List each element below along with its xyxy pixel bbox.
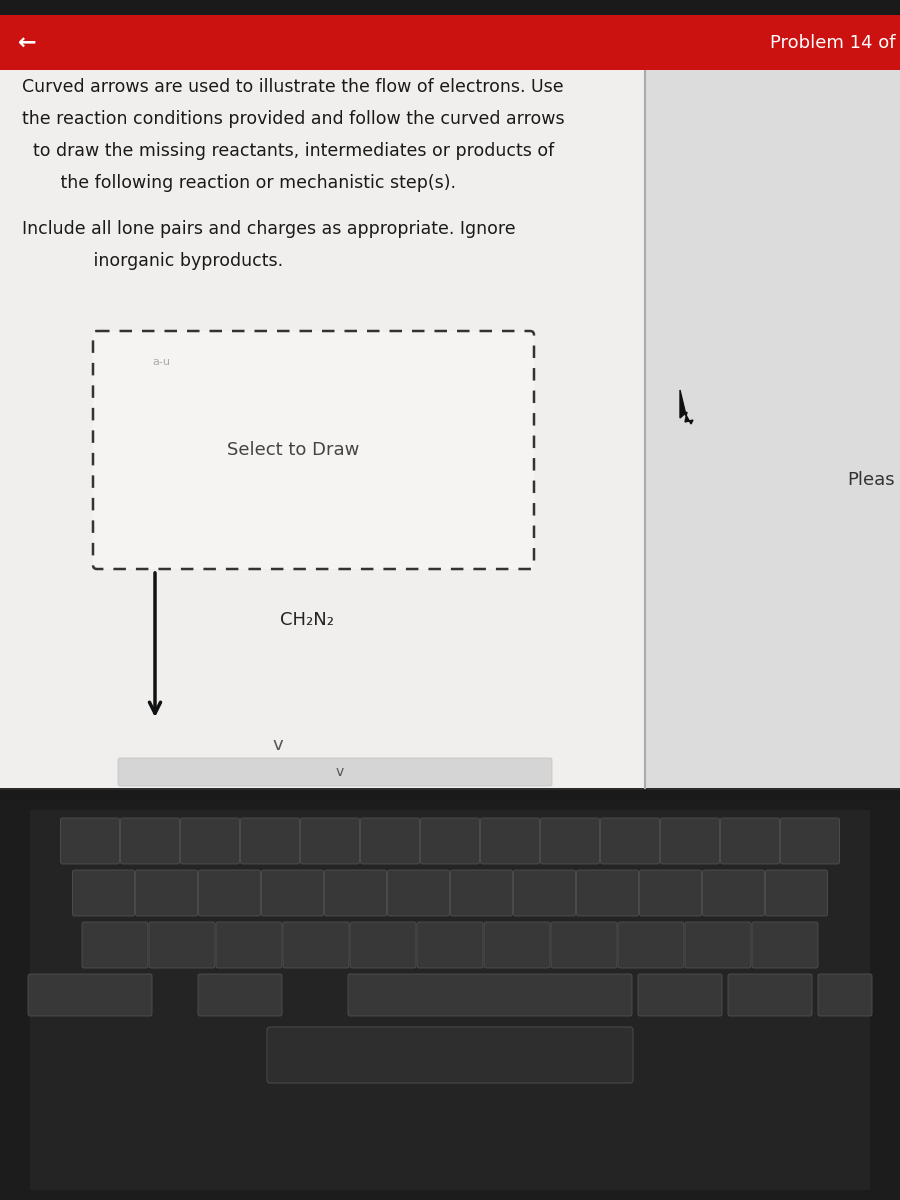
Bar — [645, 17, 900, 788]
FancyBboxPatch shape — [28, 974, 152, 1016]
FancyBboxPatch shape — [484, 922, 550, 968]
FancyBboxPatch shape — [618, 922, 684, 968]
FancyBboxPatch shape — [818, 974, 872, 1016]
FancyBboxPatch shape — [451, 870, 512, 916]
FancyBboxPatch shape — [541, 818, 599, 864]
Text: v: v — [336, 766, 344, 779]
Text: Pleas: Pleas — [848, 470, 895, 490]
Text: Problem 14 of: Problem 14 of — [770, 34, 895, 52]
Text: ←: ← — [18, 32, 37, 53]
FancyBboxPatch shape — [325, 870, 386, 916]
FancyBboxPatch shape — [93, 331, 534, 569]
FancyBboxPatch shape — [82, 922, 148, 968]
FancyBboxPatch shape — [703, 870, 764, 916]
Text: CH₂N₂: CH₂N₂ — [280, 611, 334, 629]
FancyBboxPatch shape — [577, 870, 638, 916]
FancyBboxPatch shape — [199, 870, 260, 916]
FancyBboxPatch shape — [481, 818, 539, 864]
FancyBboxPatch shape — [388, 870, 449, 916]
FancyBboxPatch shape — [766, 870, 827, 916]
Text: Select to Draw: Select to Draw — [228, 440, 360, 458]
FancyBboxPatch shape — [721, 818, 779, 864]
Bar — [0, 800, 900, 1200]
Text: inorganic byproducts.: inorganic byproducts. — [22, 252, 284, 270]
FancyBboxPatch shape — [685, 922, 751, 968]
FancyBboxPatch shape — [661, 818, 719, 864]
FancyBboxPatch shape — [780, 818, 840, 864]
FancyBboxPatch shape — [267, 1027, 633, 1082]
Text: Curved arrows are used to illustrate the flow of electrons. Use: Curved arrows are used to illustrate the… — [22, 78, 563, 96]
FancyBboxPatch shape — [216, 922, 282, 968]
FancyBboxPatch shape — [73, 870, 134, 916]
FancyBboxPatch shape — [420, 818, 480, 864]
Bar — [0, 17, 645, 788]
FancyBboxPatch shape — [350, 922, 416, 968]
Bar — [0, 14, 900, 70]
Polygon shape — [680, 390, 693, 424]
FancyBboxPatch shape — [728, 974, 812, 1016]
FancyBboxPatch shape — [600, 818, 660, 864]
FancyBboxPatch shape — [638, 974, 722, 1016]
FancyBboxPatch shape — [60, 818, 120, 864]
FancyBboxPatch shape — [551, 922, 617, 968]
FancyBboxPatch shape — [514, 870, 575, 916]
Text: the reaction conditions provided and follow the curved arrows: the reaction conditions provided and fol… — [22, 110, 564, 128]
FancyBboxPatch shape — [240, 818, 300, 864]
FancyBboxPatch shape — [181, 818, 239, 864]
Text: a-u: a-u — [152, 358, 170, 367]
Bar — [0, 14, 900, 790]
FancyBboxPatch shape — [640, 870, 701, 916]
FancyBboxPatch shape — [149, 922, 215, 968]
Text: v: v — [273, 736, 284, 754]
FancyBboxPatch shape — [361, 818, 419, 864]
FancyBboxPatch shape — [136, 870, 197, 916]
FancyBboxPatch shape — [283, 922, 349, 968]
FancyBboxPatch shape — [417, 922, 483, 968]
FancyBboxPatch shape — [348, 974, 632, 1016]
FancyBboxPatch shape — [198, 974, 282, 1016]
Text: the following reaction or mechanistic step(s).: the following reaction or mechanistic st… — [22, 174, 456, 192]
Bar — [30, 810, 870, 1190]
Text: Include all lone pairs and charges as appropriate. Ignore: Include all lone pairs and charges as ap… — [22, 220, 516, 238]
FancyBboxPatch shape — [118, 758, 552, 786]
FancyBboxPatch shape — [262, 870, 323, 916]
FancyBboxPatch shape — [752, 922, 818, 968]
FancyBboxPatch shape — [121, 818, 179, 864]
FancyBboxPatch shape — [301, 818, 359, 864]
Text: to draw the missing reactants, intermediates or products of: to draw the missing reactants, intermedi… — [22, 142, 554, 160]
